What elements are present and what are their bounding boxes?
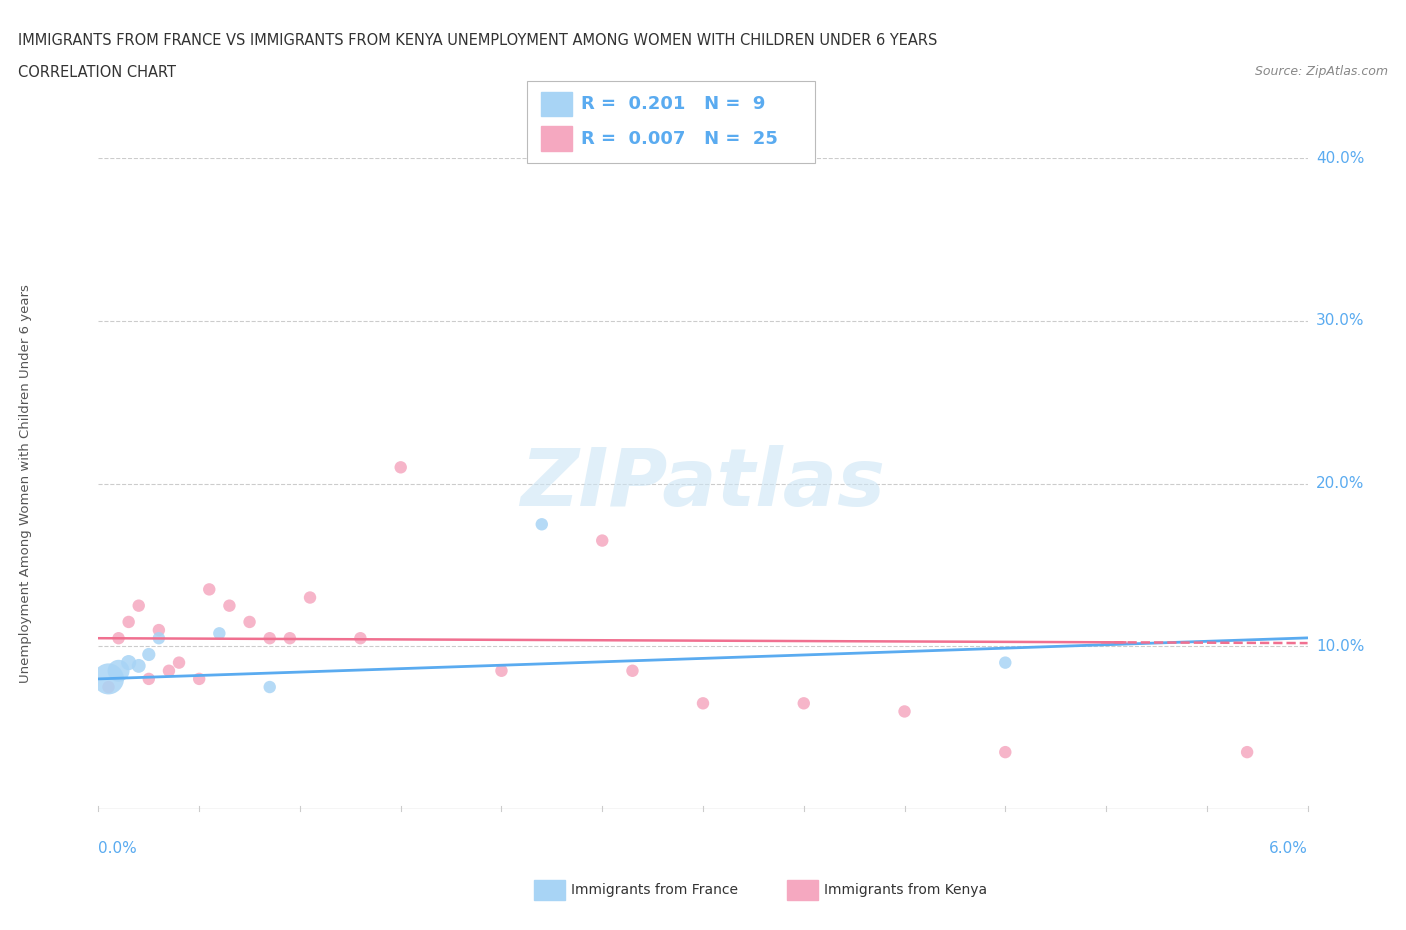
Text: 40.0%: 40.0% — [1316, 151, 1364, 166]
Point — [389, 460, 412, 474]
Point — [259, 680, 281, 695]
Point — [157, 663, 180, 678]
Point — [1236, 745, 1258, 760]
Point — [128, 658, 150, 673]
Point — [692, 696, 714, 711]
Point — [278, 631, 301, 645]
Point — [621, 663, 644, 678]
Text: ZIPatlas: ZIPatlas — [520, 445, 886, 523]
Point — [107, 663, 129, 678]
Point — [208, 626, 231, 641]
Text: IMMIGRANTS FROM FRANCE VS IMMIGRANTS FROM KENYA UNEMPLOYMENT AMONG WOMEN WITH CH: IMMIGRANTS FROM FRANCE VS IMMIGRANTS FRO… — [18, 33, 938, 47]
Point — [491, 663, 513, 678]
Point — [138, 671, 160, 686]
Point — [239, 615, 262, 630]
Point — [138, 647, 160, 662]
Point — [148, 631, 170, 645]
Text: Source: ZipAtlas.com: Source: ZipAtlas.com — [1254, 65, 1388, 78]
Point — [299, 591, 322, 605]
Point — [148, 623, 170, 638]
Text: 0.0%: 0.0% — [98, 841, 138, 856]
Point — [793, 696, 815, 711]
Point — [198, 582, 221, 597]
Point — [349, 631, 371, 645]
Point — [97, 671, 120, 686]
Text: Unemployment Among Women with Children Under 6 years: Unemployment Among Women with Children U… — [18, 285, 32, 683]
Point — [107, 631, 129, 645]
Point — [118, 615, 141, 630]
Text: R =  0.007   N =  25: R = 0.007 N = 25 — [581, 129, 778, 148]
Point — [218, 598, 240, 613]
Text: 20.0%: 20.0% — [1316, 476, 1364, 491]
Point — [97, 680, 120, 695]
Point — [128, 598, 150, 613]
Text: 30.0%: 30.0% — [1316, 313, 1364, 328]
Text: Immigrants from France: Immigrants from France — [571, 883, 738, 897]
Text: R =  0.201   N =  9: R = 0.201 N = 9 — [581, 95, 765, 113]
Point — [188, 671, 211, 686]
Point — [530, 517, 553, 532]
Point — [591, 533, 613, 548]
Point — [893, 704, 915, 719]
Point — [994, 655, 1017, 670]
Text: CORRELATION CHART: CORRELATION CHART — [18, 65, 176, 80]
Point — [118, 655, 141, 670]
Text: 10.0%: 10.0% — [1316, 639, 1364, 654]
Point — [994, 745, 1017, 760]
Text: 6.0%: 6.0% — [1268, 841, 1308, 856]
Text: Immigrants from Kenya: Immigrants from Kenya — [824, 883, 987, 897]
Point — [167, 655, 190, 670]
Point — [259, 631, 281, 645]
